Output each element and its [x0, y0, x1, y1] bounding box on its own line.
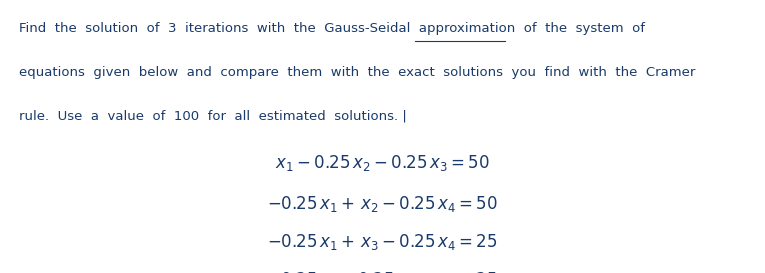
- Text: $-0.25\, x_1 + \, x_2 - 0.25\, x_4 = 50$: $-0.25\, x_1 + \, x_2 - 0.25\, x_4 = 50$: [267, 194, 498, 214]
- Text: rule.  Use  a  value  of  100  for  all  estimated  solutions. |: rule. Use a value of 100 for all estimat…: [19, 109, 407, 122]
- Text: Find  the  solution  of  3  iterations  with  the  Gauss-Seidal  approximation  : Find the solution of 3 iterations with t…: [19, 22, 645, 35]
- Text: equations  given  below  and  compare  them  with  the  exact  solutions  you  f: equations given below and compare them w…: [19, 66, 695, 79]
- Text: $-0.25\, x_2 - 0.25\, x_3 + \, x_4 = 25$: $-0.25\, x_2 - 0.25\, x_3 + \, x_4 = 25$: [267, 270, 498, 273]
- Text: $x_1 - 0.25\, x_2 - 0.25\, x_3 = 50$: $x_1 - 0.25\, x_2 - 0.25\, x_3 = 50$: [275, 153, 490, 173]
- Text: $-0.25\, x_1 + \, x_3 - 0.25\, x_4 = 25$: $-0.25\, x_1 + \, x_3 - 0.25\, x_4 = 25$: [267, 232, 498, 252]
